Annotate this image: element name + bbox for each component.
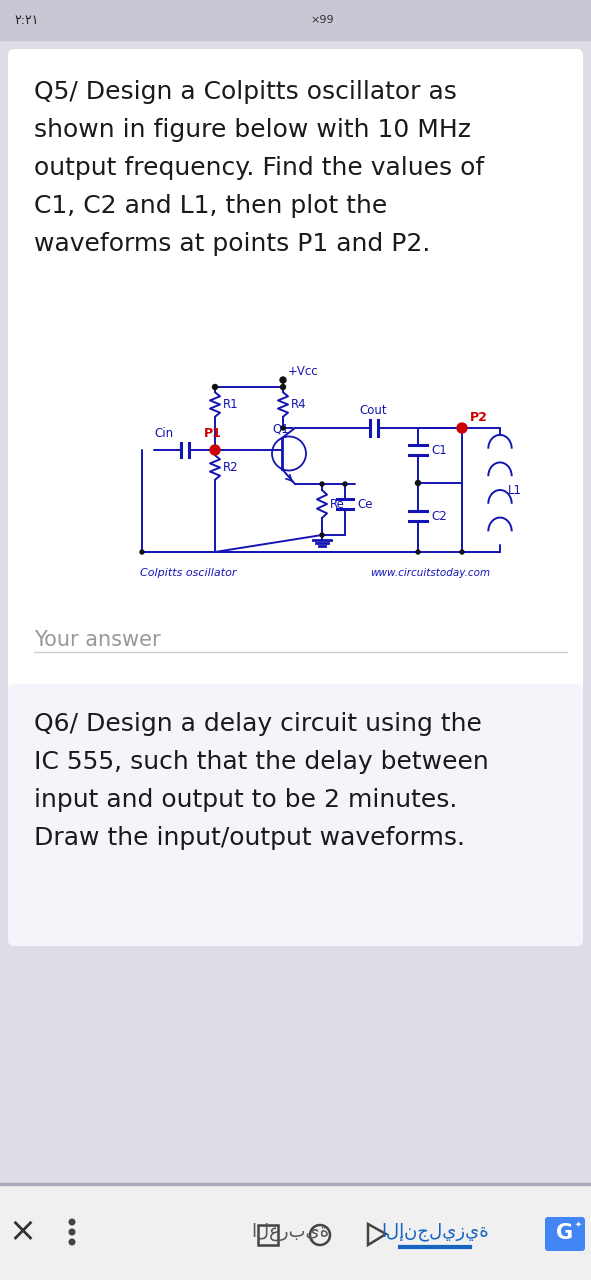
Circle shape: [343, 483, 347, 486]
Bar: [0, 0, 591, 40]
Text: الإنجليزية: الإنجليزية: [381, 1222, 489, 1242]
Circle shape: [281, 384, 285, 389]
Text: Draw the input/output waveforms.: Draw the input/output waveforms.: [34, 826, 465, 850]
Circle shape: [280, 378, 286, 383]
Text: R4: R4: [291, 398, 307, 411]
Text: Cin: Cin: [154, 428, 173, 440]
Text: Colpitts oscillator: Colpitts oscillator: [140, 568, 236, 579]
Circle shape: [69, 1219, 75, 1225]
Text: Q6/ Design a delay circuit using the: Q6/ Design a delay circuit using the: [34, 712, 482, 736]
Circle shape: [281, 426, 285, 430]
Text: +Vcc: +Vcc: [288, 365, 319, 378]
Text: Re: Re: [330, 498, 345, 511]
Text: Q5/ Design a Colpitts oscillator as: Q5/ Design a Colpitts oscillator as: [34, 79, 457, 104]
FancyBboxPatch shape: [8, 684, 583, 946]
Text: C2: C2: [431, 509, 447, 522]
Text: العربية: العربية: [251, 1222, 329, 1242]
Text: Q1: Q1: [272, 422, 290, 435]
Text: ✦: ✦: [574, 1220, 582, 1229]
Circle shape: [416, 550, 420, 554]
Text: L1: L1: [508, 484, 522, 497]
Circle shape: [210, 445, 220, 454]
FancyBboxPatch shape: [545, 1217, 585, 1251]
FancyBboxPatch shape: [8, 49, 583, 691]
Circle shape: [460, 550, 464, 554]
Text: output frequency. Find the values of: output frequency. Find the values of: [34, 156, 484, 180]
Circle shape: [140, 550, 144, 554]
Circle shape: [213, 384, 217, 389]
Text: shown in figure below with 10 MHz: shown in figure below with 10 MHz: [34, 118, 471, 142]
Text: Ce: Ce: [357, 498, 372, 511]
Circle shape: [415, 480, 421, 485]
Bar: [0, 1183, 591, 1280]
Text: C1, C2 and L1, then plot the: C1, C2 and L1, then plot the: [34, 195, 387, 218]
Bar: [0, 1183, 591, 1185]
Text: P2: P2: [470, 411, 488, 424]
Text: R2: R2: [223, 461, 239, 474]
Text: ×99: ×99: [310, 15, 334, 26]
Circle shape: [320, 483, 324, 486]
Text: G: G: [557, 1222, 573, 1243]
Text: ×: ×: [8, 1216, 36, 1248]
Text: ۲:۲۱: ۲:۲۱: [14, 14, 38, 27]
Text: www.circuitstoday.com: www.circuitstoday.com: [370, 568, 490, 579]
Text: R1: R1: [223, 398, 239, 411]
Text: Cout: Cout: [360, 404, 387, 417]
Circle shape: [69, 1239, 75, 1244]
Text: P1: P1: [204, 428, 222, 440]
Text: IC 555, such that the delay between: IC 555, such that the delay between: [34, 750, 489, 774]
Text: waveforms at points P1 and P2.: waveforms at points P1 and P2.: [34, 232, 430, 256]
Text: input and output to be 2 minutes.: input and output to be 2 minutes.: [34, 788, 457, 812]
Text: Your answer: Your answer: [34, 630, 161, 650]
Circle shape: [320, 532, 324, 538]
Circle shape: [457, 422, 467, 433]
Bar: [258, 1225, 278, 1245]
Circle shape: [69, 1229, 75, 1235]
Text: C1: C1: [431, 443, 447, 457]
Circle shape: [460, 426, 464, 430]
